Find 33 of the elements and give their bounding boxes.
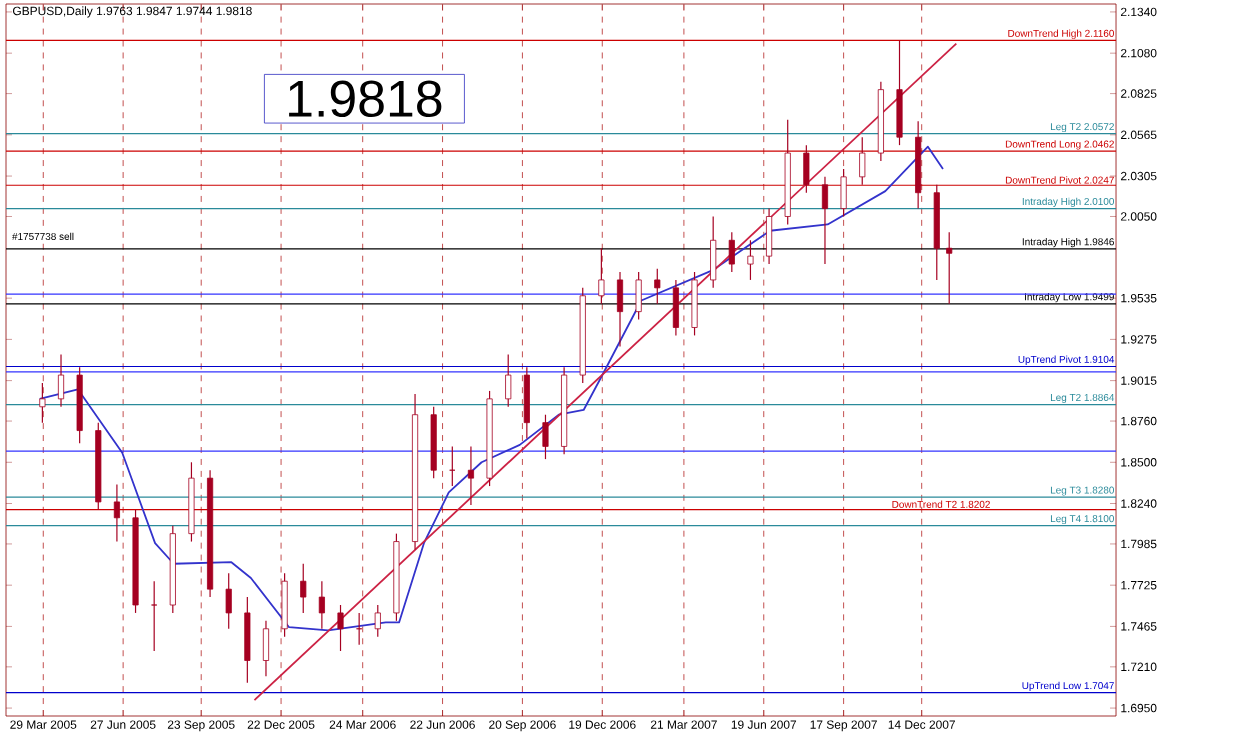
candlestick — [821, 176, 829, 265]
candlestick — [244, 596, 251, 684]
candlestick — [337, 604, 344, 652]
candlestick — [635, 271, 642, 321]
candlestick — [616, 271, 624, 348]
candlestick — [542, 414, 549, 460]
annotation: 1.9818 — [289, 80, 442, 118]
candlestick — [747, 239, 754, 281]
candlestick — [946, 231, 953, 305]
candlestick — [467, 445, 475, 506]
candlestick — [523, 366, 530, 440]
candlestick — [281, 572, 288, 638]
candlestick — [151, 580, 158, 652]
candlestick — [654, 268, 661, 305]
candlestick — [57, 353, 65, 408]
candlestick — [300, 563, 307, 614]
candlestick — [318, 580, 325, 630]
candlestick — [262, 620, 270, 677]
candlestick — [374, 604, 381, 638]
candlestick — [710, 215, 717, 289]
candlestick — [113, 483, 120, 543]
candlestick — [672, 279, 679, 337]
candlestick — [225, 572, 232, 630]
candlestick — [728, 231, 735, 273]
candlestick — [505, 353, 512, 408]
candlestick — [840, 168, 847, 218]
candlestick — [766, 207, 773, 265]
candlestick — [896, 39, 903, 146]
candlestick — [803, 144, 810, 194]
candlestick — [859, 136, 866, 186]
candlestick — [691, 271, 698, 337]
candlestick — [39, 382, 46, 424]
candlestick — [598, 247, 605, 305]
